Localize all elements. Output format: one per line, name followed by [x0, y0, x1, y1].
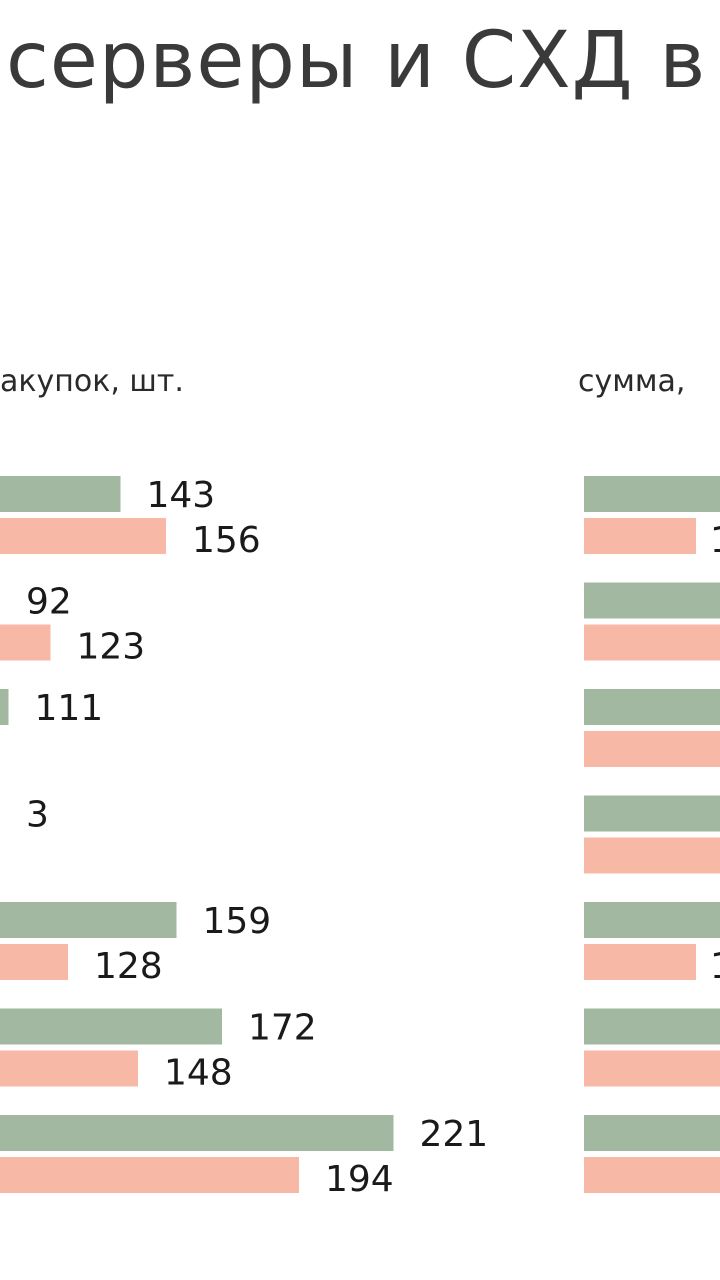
bar-series-b [584, 624, 720, 661]
bar-series-b [584, 837, 720, 874]
bar-series-a [584, 476, 720, 512]
right-bar-group: 11 [584, 476, 720, 1193]
bar-series-a [584, 582, 720, 619]
bar-series-b [0, 518, 166, 554]
data-label-series-a: 221 [420, 1114, 489, 1155]
bar-series-b [0, 1050, 138, 1087]
data-label-series-a: 159 [203, 901, 272, 942]
bar-series-b [584, 518, 696, 554]
bar-series-a [584, 902, 720, 938]
data-label-series-b: 128 [94, 946, 163, 987]
left-chart-title: акупок, шт. [0, 364, 184, 399]
bar-series-a [584, 1008, 720, 1045]
page-title: серверы и СХД в [6, 16, 707, 106]
bar-series-b [584, 944, 696, 980]
bar-series-a [0, 1008, 222, 1045]
data-label-series-b: 1 [710, 520, 720, 561]
data-label-series-a: 3 [26, 795, 49, 836]
bar-series-a [0, 476, 121, 512]
data-label-series-a: 143 [147, 475, 216, 516]
bar-series-a [0, 902, 177, 938]
left-bar-group: 14315692123111823159128172148221194 [0, 475, 488, 1200]
data-label-series-a: 111 [35, 688, 104, 729]
data-label-series-a: 92 [26, 582, 72, 623]
bar-series-b [584, 731, 720, 767]
bar-series-b [584, 1157, 720, 1193]
data-label-series-b: 194 [325, 1159, 394, 1200]
bar-series-a [0, 689, 9, 725]
bar-series-a [584, 1115, 720, 1151]
bar-series-a [0, 1115, 394, 1151]
bar-series-a [584, 689, 720, 725]
bar-series-b [584, 1050, 720, 1087]
data-label-series-b: 123 [77, 627, 146, 668]
data-label-series-b: 156 [192, 520, 261, 561]
right-chart-title: сумма, [578, 364, 686, 399]
data-label-series-a: 172 [248, 1008, 317, 1049]
bar-series-b [0, 624, 51, 661]
data-label-series-b: 148 [164, 1053, 233, 1094]
bar-series-a [584, 795, 720, 832]
bar-series-b [0, 944, 68, 980]
bar-series-b [0, 1157, 299, 1193]
data-label-series-b: 1 [710, 946, 720, 987]
